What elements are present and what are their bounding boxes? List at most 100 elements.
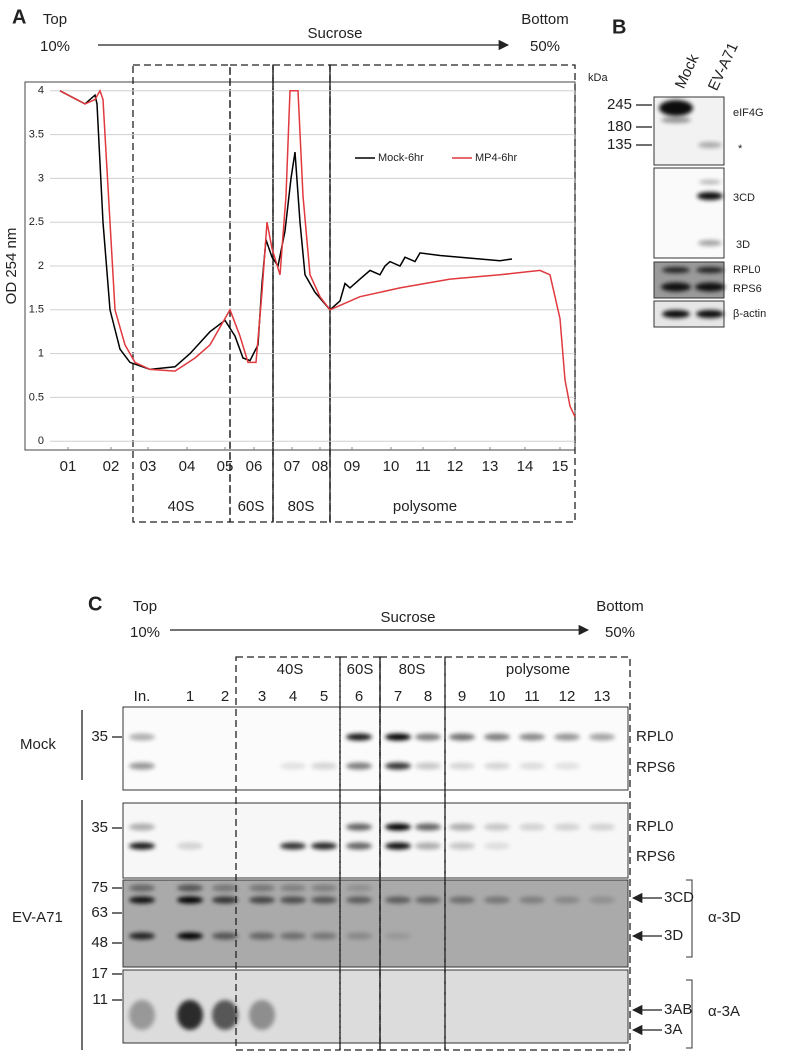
gradient-label: Sucrose (307, 25, 362, 42)
blot-band (212, 884, 238, 892)
blot-band (449, 896, 475, 904)
blot-band (177, 932, 203, 940)
blot-band (346, 733, 372, 741)
y-tick-label: 3 (38, 172, 44, 184)
antibody-bracket (686, 879, 693, 958)
blot-band (280, 884, 306, 892)
marker-label: 180 (607, 118, 632, 135)
region-box (229, 64, 274, 523)
band-label: RPL0 (636, 728, 674, 745)
blot-band (346, 896, 372, 904)
region-label: 60S (347, 661, 374, 678)
gradient-bottom: Bottom (521, 11, 569, 28)
blot (122, 706, 629, 791)
lane-label: 11 (524, 688, 540, 705)
y-tick-label: 1.5 (29, 304, 44, 316)
blot-band (415, 896, 441, 904)
blot-band (698, 142, 722, 148)
blot-band (554, 823, 580, 831)
blot (122, 969, 629, 1044)
blot (122, 802, 629, 879)
marker-label: 11 (92, 991, 108, 1008)
blot-band (212, 1000, 238, 1030)
kda-label: kDa (588, 72, 608, 84)
blot-band (249, 896, 275, 904)
lane-label: 3 (258, 688, 266, 705)
panel-label: C (88, 593, 102, 615)
blot-band (698, 240, 722, 246)
blot-band (129, 733, 155, 741)
y-axis-label: OD 254 nm (3, 228, 20, 305)
band-label: RPS6 (636, 848, 675, 865)
blot-band (696, 267, 724, 273)
blot-band (129, 762, 155, 770)
x-tick-label: 13 (482, 458, 499, 475)
blot-band (661, 117, 691, 123)
blot-band (129, 823, 155, 831)
x-tick-label: 02 (103, 458, 120, 475)
data-line (59, 88, 576, 418)
band-label: RPS6 (636, 759, 675, 776)
antibody-bracket (686, 979, 693, 1049)
blot-band (589, 896, 615, 904)
blot-band (280, 842, 306, 850)
legend-label: Mock-6hr (378, 152, 424, 164)
antibody-label: α-3D (708, 909, 741, 926)
blot-band (280, 896, 306, 904)
region-label: polysome (393, 498, 457, 515)
blot-band (385, 823, 411, 831)
blot-band (129, 884, 155, 892)
region-label: 80S (399, 661, 426, 678)
lane-label: 7 (394, 688, 402, 705)
band-label: 3AB (664, 1001, 692, 1018)
blot-band (129, 896, 155, 904)
blot-band (519, 896, 545, 904)
band-label: * (738, 143, 743, 155)
blot-band (449, 823, 475, 831)
blot-band (699, 180, 721, 184)
blot-band (449, 762, 475, 770)
lane-label: 8 (424, 688, 432, 705)
blot-band (695, 282, 725, 292)
band-label: 3CD (733, 192, 755, 204)
panel-label: A (12, 6, 26, 28)
blot-band (589, 823, 615, 831)
region-box (132, 64, 231, 523)
gradient-top: Top (133, 598, 157, 615)
blot-band (311, 884, 337, 892)
gradient-label: Sucrose (380, 609, 435, 626)
marker-label: 135 (607, 136, 632, 153)
blot-band (661, 282, 691, 292)
region-label: 40S (168, 498, 195, 515)
blot-band (129, 842, 155, 850)
blot-band (346, 823, 372, 831)
x-tick-label: 01 (60, 458, 77, 475)
marker-label: 35 (91, 728, 108, 745)
lane-label: 4 (289, 688, 297, 705)
blot-band (415, 733, 441, 741)
blot-band (554, 733, 580, 741)
lane-label: In. (134, 688, 151, 705)
blot-band (177, 884, 203, 892)
band-label: 3D (736, 239, 750, 251)
gradient-bottom: Bottom (596, 598, 644, 615)
blot-band (696, 310, 724, 318)
condition-label: Mock (20, 736, 56, 753)
blot-band (662, 310, 690, 318)
x-tick-label: 12 (447, 458, 464, 475)
x-tick-label: 03 (140, 458, 157, 475)
blot-band (519, 823, 545, 831)
gradient-top-pct: 10% (130, 624, 160, 641)
blot-band (697, 192, 723, 200)
blot-band (249, 932, 275, 940)
lane-label: 9 (458, 688, 466, 705)
blot-band (385, 896, 411, 904)
x-tick-label: 14 (517, 458, 534, 475)
blot-band (280, 762, 306, 770)
region-box (329, 64, 576, 523)
region-label: 60S (238, 498, 265, 515)
region-box (272, 64, 331, 523)
blot-band (212, 896, 238, 904)
